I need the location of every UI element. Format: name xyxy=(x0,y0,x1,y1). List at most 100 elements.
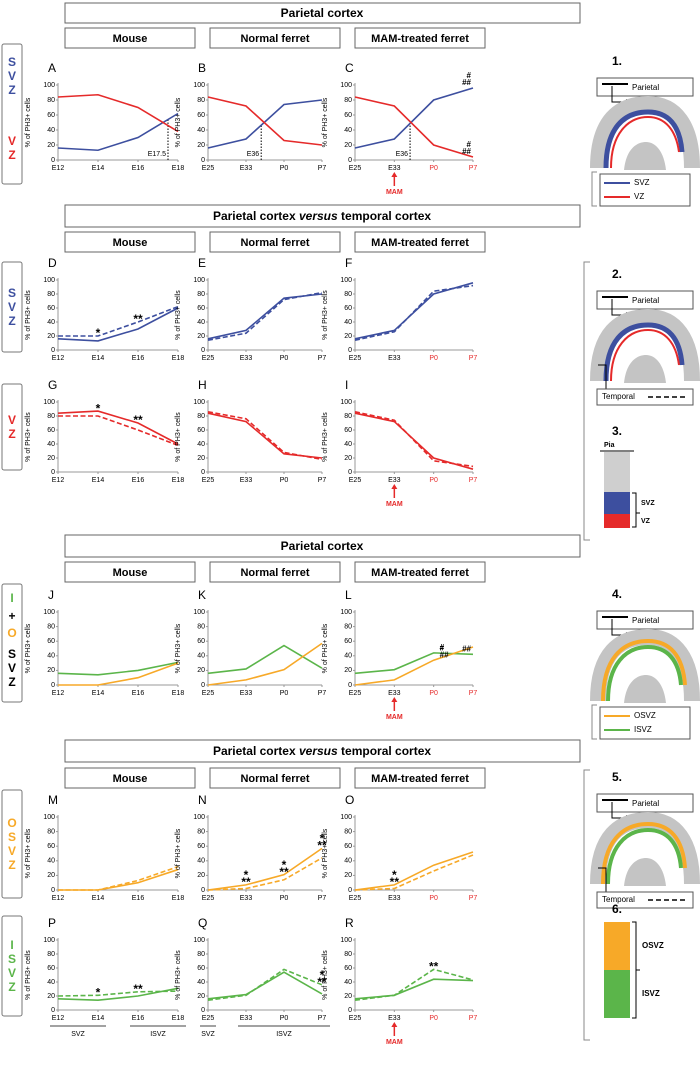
legend-box xyxy=(599,173,691,207)
y-tick-label: 20 xyxy=(197,142,205,149)
cortex xyxy=(590,628,700,702)
layer-label: Pia xyxy=(604,442,615,449)
panel-label: J xyxy=(48,588,54,602)
layer xyxy=(604,492,630,514)
arrow xyxy=(598,364,607,389)
layer-label: OSVZ xyxy=(642,941,664,950)
diagram-number: 3. xyxy=(612,424,622,438)
y-tick-label: 20 xyxy=(344,142,352,149)
y-tick-label: 40 xyxy=(47,319,55,326)
subtitle-box xyxy=(209,561,341,583)
subtitle-box xyxy=(209,231,341,253)
x-tick-label: E16 xyxy=(132,1015,145,1022)
series-line xyxy=(207,968,323,1001)
significance-mark: * xyxy=(244,868,249,882)
title-part: Parietal cortex xyxy=(213,209,299,223)
y-tick-label: 60 xyxy=(47,843,55,850)
y-tick-label: 100 xyxy=(340,399,352,406)
subtitle-box xyxy=(209,27,341,49)
y-tick-label: 60 xyxy=(344,112,352,119)
y-tick-label: 80 xyxy=(344,291,352,298)
treatment-label: MAM xyxy=(386,501,403,508)
panel-label: D xyxy=(48,256,57,270)
y-axis-label: % of PH3+ cells xyxy=(175,950,182,1000)
side-label: OSVZ xyxy=(5,816,19,872)
series-line xyxy=(354,96,474,158)
y-tick-label: 100 xyxy=(43,937,55,944)
cortex-inner xyxy=(624,355,666,383)
series-line xyxy=(207,99,323,149)
section-box xyxy=(64,2,581,24)
svz-band xyxy=(603,109,685,169)
x-tick-label: E18 xyxy=(172,690,185,697)
isvz-band xyxy=(606,644,683,702)
subtitle-box xyxy=(64,767,196,789)
y-tick-label: 100 xyxy=(193,814,205,821)
y-tick-label: 20 xyxy=(344,455,352,462)
y-tick-label: 100 xyxy=(340,937,352,944)
y-tick-label: 20 xyxy=(344,667,352,674)
y-tick-label: 40 xyxy=(344,858,352,865)
x-tick-label: E25 xyxy=(202,477,215,484)
diagram-number: 5. xyxy=(612,770,622,784)
region-label: Parietal xyxy=(632,83,659,92)
y-axis-label: % of PH3+ cells xyxy=(25,623,32,673)
y-tick-label: 0 xyxy=(51,887,55,894)
x-tick-label: E18 xyxy=(172,895,185,902)
y-tick-label: 0 xyxy=(51,469,55,476)
series-line xyxy=(57,112,179,152)
significance-mark: * xyxy=(96,326,101,340)
y-tick-label: 0 xyxy=(51,157,55,164)
y-tick-label: 100 xyxy=(340,277,352,284)
series-line xyxy=(354,851,474,891)
significance-mark: * xyxy=(320,832,325,846)
diagram-6: 6. OSVZ ISVZ xyxy=(604,902,664,1019)
y-tick-label: 100 xyxy=(193,82,205,89)
section-title: Parietal cortex xyxy=(281,539,364,553)
y-tick-label: 80 xyxy=(47,623,55,630)
y-axis-label: % of PH3+ cells xyxy=(25,290,32,340)
x-tick-label: P7 xyxy=(469,165,478,172)
diagram-1: 1. Parietal SVZ VZ xyxy=(590,54,700,207)
x-tick-label: E18 xyxy=(172,1015,185,1022)
subtitle: Normal ferret xyxy=(240,773,309,785)
significance-mark: ## xyxy=(440,650,449,659)
layer-label: VZ xyxy=(641,518,651,525)
region-label: Parietal xyxy=(632,296,659,305)
x-tick-label: E14 xyxy=(92,165,105,172)
y-tick-label: 40 xyxy=(344,441,352,448)
y-tick-label: 0 xyxy=(51,347,55,354)
treatment-label: MAM xyxy=(386,1039,403,1046)
y-tick-label: 80 xyxy=(197,291,205,298)
group-label: SVZ xyxy=(71,1031,85,1038)
panel-label: F xyxy=(345,256,352,270)
cortex xyxy=(590,95,700,169)
y-tick-label: 20 xyxy=(47,667,55,674)
x-tick-label: E25 xyxy=(349,895,362,902)
section-title: Parietal cortex versus temporal cortex xyxy=(213,209,431,223)
y-axis-label: % of PH3+ cells xyxy=(175,290,182,340)
y-tick-label: 0 xyxy=(51,1007,55,1014)
y-tick-label: 60 xyxy=(197,638,205,645)
panel-label: H xyxy=(198,378,207,392)
y-tick-label: 100 xyxy=(43,82,55,89)
cortex xyxy=(590,811,700,885)
y-tick-label: 0 xyxy=(201,469,205,476)
bracket xyxy=(632,492,640,528)
y-tick-label: 100 xyxy=(340,82,352,89)
diagram-4: 4. Parietal OSVZ ISVZ xyxy=(590,587,700,740)
y-tick-label: 60 xyxy=(47,638,55,645)
panel-label: K xyxy=(198,588,206,602)
y-tick-label: 0 xyxy=(201,347,205,354)
side-box xyxy=(1,789,23,899)
section-box xyxy=(64,204,581,228)
significance-mark: ** xyxy=(241,875,251,889)
x-tick-label: P7 xyxy=(318,477,327,484)
x-tick-label: E33 xyxy=(388,690,401,697)
series-line xyxy=(207,857,323,891)
series-line xyxy=(354,646,474,686)
panel-label: I xyxy=(345,378,348,392)
region-box xyxy=(596,77,694,97)
x-tick-label: E33 xyxy=(240,165,253,172)
significance-mark: ## xyxy=(462,644,471,653)
